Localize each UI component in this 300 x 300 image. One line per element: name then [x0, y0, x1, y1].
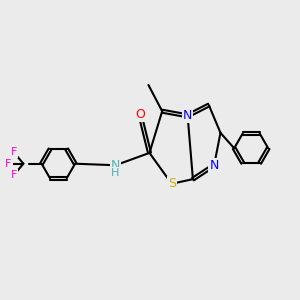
Text: O: O	[135, 108, 145, 121]
Text: H: H	[111, 168, 120, 178]
Text: F: F	[11, 147, 17, 157]
Text: F: F	[11, 170, 17, 180]
Text: N: N	[111, 159, 120, 172]
Text: N: N	[183, 109, 192, 122]
Text: N: N	[209, 159, 219, 172]
Text: F: F	[5, 159, 12, 169]
Text: S: S	[168, 177, 176, 190]
